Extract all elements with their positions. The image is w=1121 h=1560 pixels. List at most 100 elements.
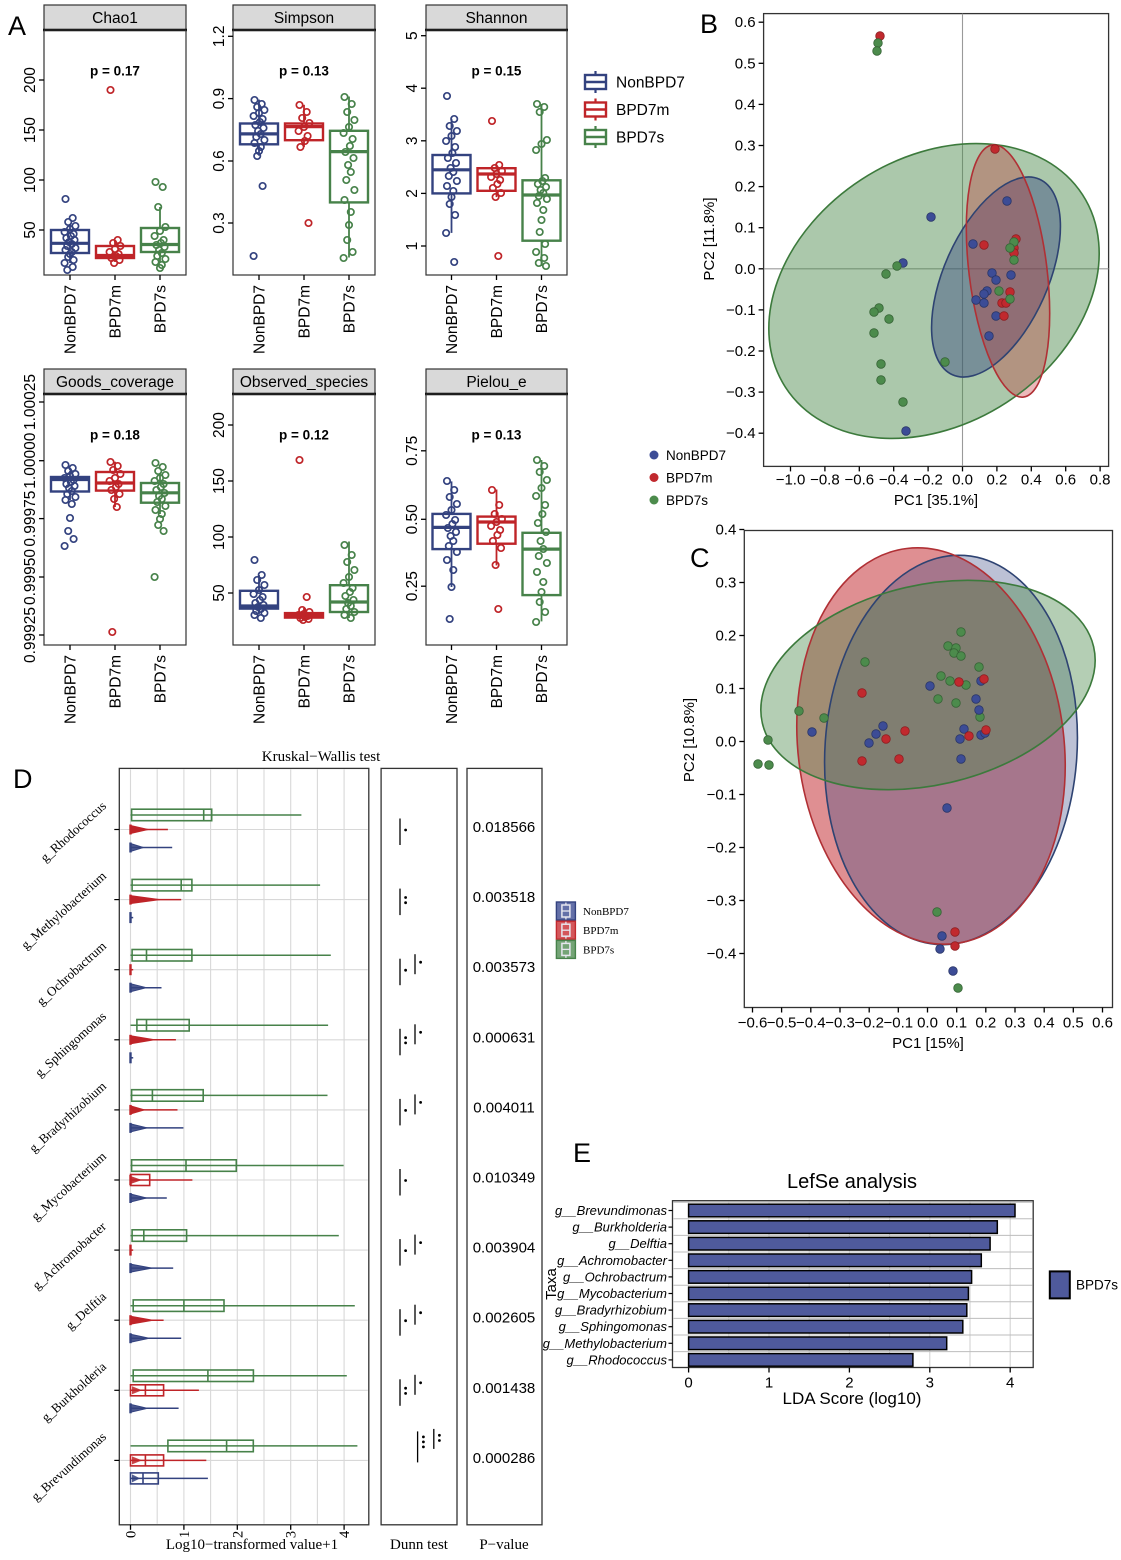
svg-text:50: 50: [211, 584, 228, 602]
svg-text:0.9: 0.9: [211, 88, 228, 110]
svg-text:−0.4: −0.4: [707, 946, 737, 963]
svg-text:0.2: 0.2: [986, 471, 1007, 488]
svg-text:NonBPD7: NonBPD7: [444, 285, 461, 354]
svg-text:Chao1: Chao1: [92, 10, 138, 27]
svg-text:200: 200: [211, 412, 228, 438]
svg-text:−0.2: −0.2: [726, 343, 756, 360]
svg-text:p = 0.13: p = 0.13: [279, 64, 329, 79]
svg-text:E: E: [573, 1138, 591, 1168]
svg-text:0.001438: 0.001438: [473, 1380, 536, 1397]
svg-text:0.99950: 0.99950: [22, 549, 39, 605]
svg-text:p = 0.18: p = 0.18: [90, 428, 140, 443]
svg-text:0.4: 0.4: [715, 522, 736, 539]
svg-text:g__Achromobacter: g__Achromobacter: [557, 1253, 668, 1268]
svg-text:BPD7m: BPD7m: [489, 655, 506, 708]
svg-text:0.6: 0.6: [211, 150, 228, 172]
svg-text:0.6: 0.6: [735, 14, 756, 31]
svg-text:Log10−transformed value+1: Log10−transformed value+1: [166, 1537, 338, 1553]
svg-text:Kruskal−Wallis test: Kruskal−Wallis test: [262, 749, 381, 765]
svg-text:Taxa: Taxa: [543, 1268, 560, 1300]
svg-text:Simpson: Simpson: [274, 10, 334, 27]
svg-text:C: C: [690, 543, 710, 573]
svg-text:NonBPD7: NonBPD7: [63, 285, 80, 354]
svg-text:−0.8: −0.8: [810, 471, 840, 488]
svg-text:BPD7s: BPD7s: [342, 285, 359, 333]
svg-text:−0.3: −0.3: [726, 384, 756, 401]
svg-text:0.75: 0.75: [404, 436, 421, 466]
svg-text:0.2: 0.2: [715, 628, 736, 645]
svg-text:BPD7s: BPD7s: [342, 655, 359, 703]
svg-text:g__Methylobacterium: g__Methylobacterium: [543, 1336, 667, 1351]
svg-text:BPD7m: BPD7m: [616, 102, 669, 119]
svg-text:5: 5: [404, 31, 421, 40]
svg-text:0.3: 0.3: [211, 212, 228, 234]
svg-text:150: 150: [22, 117, 39, 143]
svg-text:BPD7s: BPD7s: [153, 655, 170, 703]
svg-text:0.6: 0.6: [1092, 1015, 1113, 1032]
svg-text:1.00025: 1.00025: [22, 374, 39, 430]
svg-text:200: 200: [22, 67, 39, 93]
svg-text:0.002605: 0.002605: [473, 1310, 536, 1327]
svg-text:−0.1: −0.1: [883, 1015, 913, 1032]
svg-text:g__Sphingomonas: g__Sphingomonas: [559, 1319, 668, 1334]
svg-text:3: 3: [404, 136, 421, 145]
svg-text:2: 2: [230, 1531, 246, 1538]
svg-text:−0.1: −0.1: [707, 787, 737, 804]
svg-text:0.000631: 0.000631: [473, 1029, 536, 1046]
svg-text:BPD7s: BPD7s: [666, 493, 708, 508]
svg-text:BPD7s: BPD7s: [534, 655, 551, 703]
svg-text:NonBPD7: NonBPD7: [583, 906, 629, 918]
svg-text:B: B: [700, 9, 718, 39]
svg-text:g__Mycobacterium: g__Mycobacterium: [557, 1286, 667, 1301]
svg-text:−0.4: −0.4: [726, 425, 756, 442]
svg-text:0: 0: [124, 1531, 140, 1538]
svg-text:PC1 [35.1%]: PC1 [35.1%]: [894, 492, 978, 509]
svg-text:0.2: 0.2: [735, 179, 756, 196]
svg-text:0.99975: 0.99975: [22, 491, 39, 547]
svg-text:4: 4: [1006, 1375, 1014, 1392]
svg-text:0.5: 0.5: [1063, 1015, 1084, 1032]
svg-text:0.004011: 0.004011: [473, 1099, 534, 1116]
svg-text:BPD7s: BPD7s: [534, 285, 551, 333]
svg-text:−0.6: −0.6: [844, 471, 874, 488]
svg-text:0.018566: 0.018566: [473, 819, 536, 836]
svg-text:1.2: 1.2: [211, 26, 228, 48]
svg-text:0.3: 0.3: [715, 575, 736, 592]
svg-text:g__Burkholderia: g__Burkholderia: [572, 1220, 667, 1235]
svg-text:LefSe analysis: LefSe analysis: [787, 1171, 917, 1193]
svg-text:p = 0.13: p = 0.13: [472, 428, 522, 443]
svg-text:−0.4: −0.4: [879, 471, 909, 488]
svg-text:0.1: 0.1: [735, 220, 756, 237]
svg-text:0.3: 0.3: [1005, 1015, 1026, 1032]
svg-text:−0.2: −0.2: [854, 1015, 884, 1032]
svg-text:BPD7m: BPD7m: [108, 655, 125, 708]
svg-text:BPD7m: BPD7m: [297, 285, 314, 338]
svg-text:0.1: 0.1: [715, 681, 736, 698]
svg-text:0.0: 0.0: [917, 1015, 938, 1032]
svg-text:0.4: 0.4: [1021, 471, 1042, 488]
svg-text:0.25: 0.25: [404, 571, 421, 601]
svg-text:Dunn test: Dunn test: [390, 1537, 449, 1553]
svg-text:BPD7s: BPD7s: [153, 285, 170, 333]
svg-text:0.003573: 0.003573: [473, 959, 536, 976]
svg-text:Shannon: Shannon: [465, 10, 527, 27]
svg-text:0.0: 0.0: [715, 734, 736, 751]
svg-text:BPD7s: BPD7s: [583, 944, 614, 956]
svg-text:0.2: 0.2: [975, 1015, 996, 1032]
svg-text:BPD7s: BPD7s: [1076, 1278, 1118, 1293]
svg-text:g__Bradyrhizobium: g__Bradyrhizobium: [555, 1303, 667, 1318]
svg-text:NonBPD7: NonBPD7: [252, 655, 269, 724]
svg-text:1: 1: [177, 1531, 193, 1538]
svg-text:0.003518: 0.003518: [473, 889, 536, 906]
svg-text:−1.0: −1.0: [776, 471, 806, 488]
svg-text:0.0: 0.0: [952, 471, 973, 488]
svg-text:g__Brevundimonas: g__Brevundimonas: [555, 1203, 668, 1218]
svg-text:BPD7m: BPD7m: [297, 655, 314, 708]
svg-text:BPD7m: BPD7m: [489, 285, 506, 338]
svg-text:4: 4: [404, 84, 421, 93]
svg-text:2: 2: [845, 1375, 853, 1392]
svg-text:0.4: 0.4: [1034, 1015, 1055, 1032]
svg-text:LDA Score (log10): LDA Score (log10): [783, 1389, 922, 1408]
svg-text:0: 0: [684, 1375, 692, 1392]
svg-text:PC1 [15%]: PC1 [15%]: [892, 1035, 964, 1052]
